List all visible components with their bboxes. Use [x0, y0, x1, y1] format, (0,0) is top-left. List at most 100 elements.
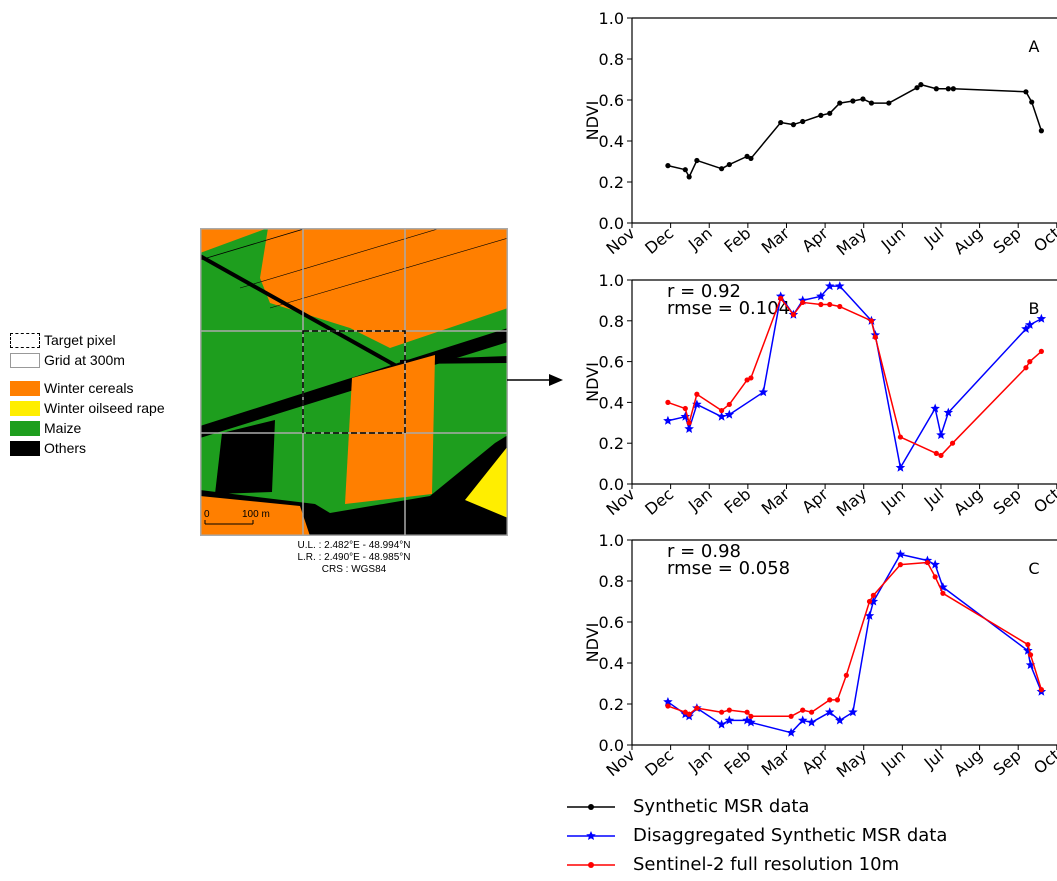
panel-label: A: [1029, 37, 1040, 56]
y-tick-label: 1.0: [599, 271, 624, 290]
data-point: [744, 377, 750, 383]
y-tick-label: 0.2: [599, 173, 624, 192]
legend-label: Disaggregated Synthetic MSR data: [633, 825, 948, 846]
field-winter-cereals: [260, 228, 508, 348]
data-point: [748, 375, 754, 381]
land-cover-legend: Target pixel Grid at 300m Winter cereals…: [10, 330, 165, 458]
data-point: [930, 559, 940, 569]
data-point: [800, 299, 806, 306]
data-point: [719, 709, 725, 715]
data-point: [930, 403, 940, 413]
data-point: [824, 281, 835, 291]
y-axis-label: NDVI: [583, 623, 602, 663]
data-point: [786, 727, 796, 737]
data-point: [850, 98, 856, 104]
legend-winter-cereals: Winter cereals: [10, 378, 165, 398]
data-point: [1025, 319, 1035, 329]
data-point: [864, 610, 875, 620]
y-tick-label: 0.6: [599, 91, 624, 110]
legend-maize: Maize: [10, 418, 165, 438]
y-tick-label: 0.4: [599, 393, 624, 412]
legend-entry-sentinel: Sentinel-2 full resolution 10m: [565, 850, 947, 879]
y-tick-label: 0.2: [599, 434, 624, 453]
y-axis-label: NDVI: [583, 362, 602, 402]
stats-annotation: r = 0.98: [667, 541, 741, 562]
x-tick-label: Jan: [684, 485, 716, 516]
grid-box-icon: [10, 352, 40, 368]
series-line: [667, 285, 1042, 469]
data-point: [945, 86, 951, 92]
data-point: [742, 715, 752, 725]
x-tick-label: Jun: [877, 224, 909, 255]
x-tick-label: Dec: [641, 485, 677, 519]
data-point: [1023, 89, 1029, 95]
data-point: [800, 118, 806, 125]
land-cover-map: 0 100 m: [199, 167, 509, 536]
y-tick-label: 1.0: [599, 531, 624, 550]
legend-label: Winter cereals: [44, 380, 134, 396]
caption-upper-left: U.L. : 2.482°E - 48.994°N: [297, 540, 411, 551]
data-point: [816, 291, 826, 301]
data-point: [724, 409, 735, 419]
data-point: [933, 86, 939, 92]
data-point: [936, 430, 946, 440]
series-line: [667, 297, 1042, 457]
field-others: [215, 420, 275, 494]
legend-label: Others: [44, 440, 87, 456]
x-tick-label: Mar: [758, 745, 794, 779]
series-legend: Synthetic MSR data Disaggregated Synthet…: [565, 792, 947, 879]
field-winter-cereals: [200, 228, 268, 253]
data-point: [716, 411, 727, 421]
data-point: [834, 697, 841, 703]
x-tick-label: Aug: [950, 485, 986, 520]
x-tick-label: Aug: [950, 224, 986, 259]
data-point: [872, 334, 878, 340]
data-point: [886, 100, 892, 106]
field-boundary: [269, 237, 509, 309]
series-line: [667, 553, 1043, 734]
data-point: [748, 155, 754, 162]
data-point: [914, 85, 920, 91]
data-point: [897, 434, 904, 440]
data-point: [1027, 652, 1034, 658]
data-point: [665, 703, 671, 709]
data-point: [870, 592, 876, 598]
y-tick-label: 1.0: [599, 9, 624, 28]
data-point: [778, 119, 784, 126]
data-point: [1038, 687, 1044, 693]
legend-target-pixel: Target pixel: [10, 330, 165, 350]
data-point: [663, 415, 673, 425]
y-tick-label: 0.0: [599, 736, 624, 755]
data-point: [682, 709, 688, 715]
maize-swatch: [10, 420, 40, 436]
y-axis-label: NDVI: [583, 101, 602, 141]
y-tick-label: 0.8: [599, 572, 624, 591]
data-point: [686, 174, 692, 180]
winter-cereals-swatch: [10, 380, 40, 396]
data-point: [684, 423, 694, 433]
data-point: [790, 312, 797, 318]
data-point: [837, 100, 843, 106]
scale-label: 100 m: [242, 509, 270, 520]
data-point: [1021, 323, 1031, 334]
data-point: [746, 717, 756, 727]
y-tick-label: 0.0: [599, 214, 624, 233]
x-tick-label: Oct: [1030, 485, 1057, 517]
field-winter-cereals: [345, 355, 435, 504]
x-tick-label: Jul: [920, 485, 948, 513]
legend-label: Sentinel-2 full resolution 10m: [633, 854, 900, 875]
legend-label: Target pixel: [44, 332, 116, 348]
field-winter-cereals: [200, 496, 310, 536]
map-caption: U.L. : 2.482°E - 48.994°N L.R. : 2.490°E…: [200, 540, 508, 576]
x-tick-label: Oct: [1030, 224, 1057, 256]
data-point: [897, 562, 904, 568]
data-point: [1027, 359, 1033, 365]
x-tick-label: May: [833, 224, 871, 260]
y-tick-label: 0.4: [599, 132, 624, 151]
x-tick-label: Jan: [684, 746, 716, 777]
data-point: [726, 401, 732, 408]
legend-grid: Grid at 300m: [10, 350, 165, 370]
legend-entry-synthetic: Synthetic MSR data: [565, 792, 947, 821]
data-point: [726, 161, 732, 168]
data-point: [933, 450, 939, 456]
